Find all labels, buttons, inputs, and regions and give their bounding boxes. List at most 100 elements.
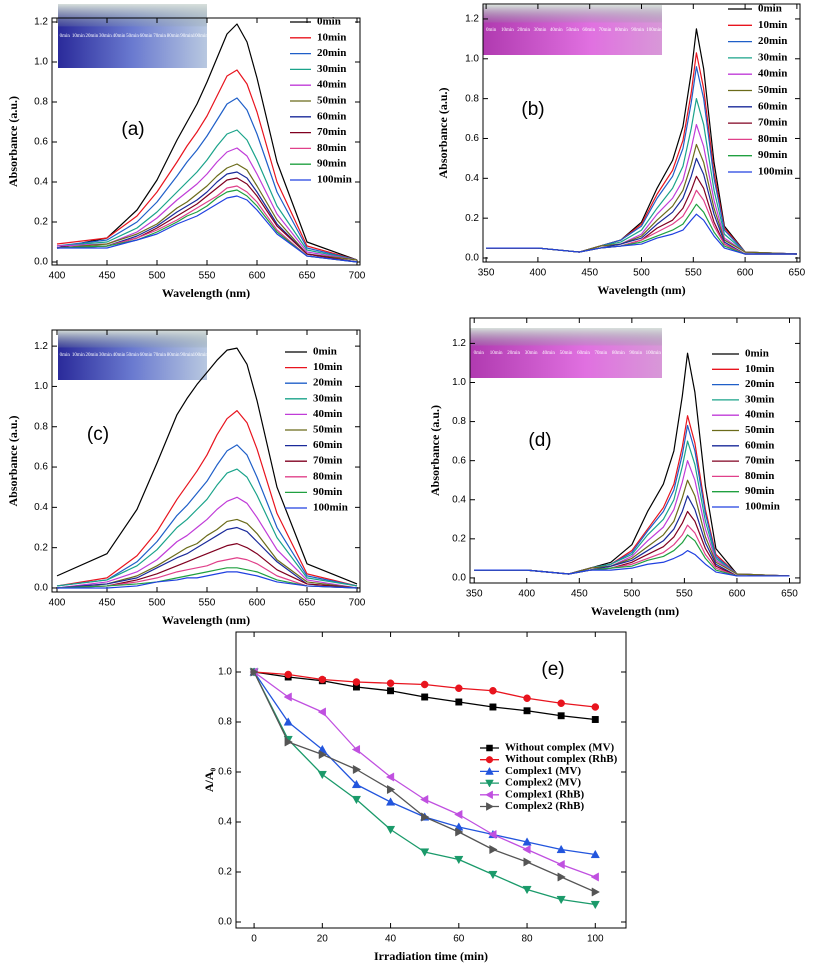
- x-tick-label: 550: [676, 589, 693, 600]
- series-line: [56, 468, 358, 587]
- inset-label: 90min: [629, 351, 642, 356]
- legend-label: Complex2 (RhB): [505, 800, 584, 812]
- legend-label: Complex1 (MV): [505, 765, 581, 777]
- marker: [557, 699, 565, 708]
- marker: [591, 887, 600, 897]
- marker: [250, 667, 259, 677]
- x-tick-label: 650: [789, 268, 806, 279]
- legend-label: Without complex (RhB): [505, 753, 618, 765]
- marker: [591, 716, 599, 723]
- legend-label: 30min: [758, 51, 787, 63]
- x-tick-label: 500: [149, 271, 166, 282]
- series-line: [56, 177, 358, 263]
- inset-label: 80min: [167, 34, 180, 39]
- marker: [485, 766, 494, 775]
- marker: [590, 872, 599, 882]
- marker: [485, 779, 494, 788]
- legend-label: 60min: [313, 439, 342, 451]
- y-tick-label: 0.0: [452, 573, 466, 584]
- marker: [351, 779, 362, 789]
- marker: [489, 844, 498, 855]
- y-tick-label: 0.6: [452, 455, 466, 466]
- legend-label: 20min: [317, 47, 346, 59]
- inset-label: 100min: [193, 353, 209, 358]
- marker: [318, 749, 328, 760]
- legend-label: 30min: [313, 392, 342, 404]
- marker: [591, 703, 600, 711]
- inset-photo-top: [470, 328, 662, 346]
- legend-label: 40min: [317, 79, 346, 91]
- y-tick-label: 1.0: [452, 377, 466, 388]
- y-tick-label: 1.2: [34, 341, 48, 352]
- plot-frame: [51, 17, 361, 266]
- legend-label: 40min: [758, 68, 787, 80]
- inset-label: 60min: [140, 34, 153, 39]
- panel: 0min 10min 20min 30min 40min 50min 60min 70min 8…: [436, 3, 806, 297]
- x-tick-label: 700: [349, 271, 366, 282]
- legend-label: 90min: [313, 486, 342, 498]
- x-tick-label: 100: [587, 934, 604, 945]
- marker: [590, 900, 600, 910]
- series-line: [56, 171, 358, 263]
- legend-label: 60min: [758, 100, 787, 112]
- legend-label: 40min: [313, 408, 342, 420]
- inset-label: 90min: [631, 28, 644, 33]
- marker: [421, 693, 429, 701]
- x-axis-label: Wavelength (nm): [591, 604, 679, 618]
- x-axis-label: Irradiation time (min): [374, 949, 488, 963]
- series-line: [56, 97, 358, 261]
- legend-label: 40min: [745, 409, 774, 421]
- series-line: [56, 543, 358, 589]
- legend-label: 0min: [317, 16, 341, 28]
- y-tick-label: 0.4: [34, 177, 48, 188]
- series-line: [56, 147, 358, 261]
- series-line: [57, 195, 358, 263]
- marker: [454, 855, 464, 865]
- inset-label: 30min: [525, 351, 538, 356]
- y-tick-label: 0.8: [34, 97, 48, 108]
- legend-label: 100min: [758, 166, 793, 178]
- inset-label: 80min: [612, 351, 625, 356]
- x-tick-label: 600: [249, 271, 266, 282]
- legend-label: Complex1 (RhB): [505, 788, 584, 800]
- y-tick-label: 0.4: [452, 494, 466, 505]
- panel-label: (a): [121, 119, 144, 140]
- marker: [317, 707, 326, 717]
- y-tick-label: 0.4: [34, 502, 48, 513]
- inset-photo-top: [58, 4, 207, 27]
- y-tick-label: 0.4: [218, 817, 232, 828]
- marker: [556, 895, 566, 905]
- legend-label: 50min: [758, 84, 787, 96]
- inset-label: 0min: [60, 353, 71, 358]
- y-tick-label: 0.2: [452, 533, 466, 544]
- inset-label: 40min: [113, 34, 126, 39]
- y-tick-label: 0.2: [34, 217, 48, 228]
- marker: [351, 744, 361, 755]
- inset-label: 70min: [153, 353, 166, 358]
- inset-label: 50min: [126, 353, 139, 358]
- series-line: [56, 518, 358, 589]
- inset-label: 0min: [474, 351, 485, 356]
- inset-label: 60min: [140, 353, 153, 358]
- y-tick-label: 0.0: [34, 257, 48, 268]
- marker: [385, 797, 396, 806]
- x-tick-label: 600: [729, 589, 746, 600]
- legend-label: 80min: [317, 142, 346, 154]
- inset-label: 40min: [550, 28, 563, 33]
- legend-label: 0min: [313, 346, 337, 358]
- marker: [522, 885, 532, 895]
- x-tick-label: 400: [49, 271, 66, 282]
- inset-label: 60min: [582, 28, 595, 33]
- marker: [385, 772, 395, 782]
- series-line: [56, 444, 358, 587]
- marker: [351, 795, 362, 805]
- series-line: [56, 347, 358, 585]
- y-tick-label: 0.8: [34, 421, 48, 432]
- inset-label: 100min: [646, 28, 662, 33]
- marker: [485, 790, 493, 800]
- legend-label: 70min: [758, 117, 787, 129]
- y-axis-label: Absorbance (a.u.): [428, 405, 442, 496]
- y-tick-label: 1.2: [34, 17, 48, 28]
- plot-frame: [51, 329, 361, 593]
